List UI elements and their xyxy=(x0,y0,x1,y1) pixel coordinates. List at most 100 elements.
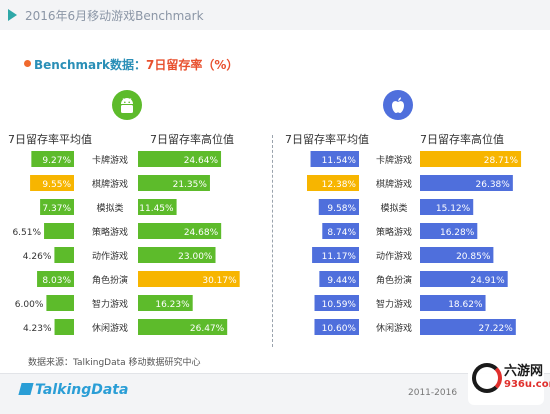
ios-avg-bar xyxy=(314,319,359,335)
android-high-label: 24.64% xyxy=(184,156,219,166)
play-arrow-icon xyxy=(8,9,17,21)
android-icon xyxy=(112,90,142,120)
ios-high-label: 24.91% xyxy=(470,276,505,286)
android-high-bar xyxy=(138,271,240,287)
page-title: 2016年6月移动游戏Benchmark xyxy=(25,9,204,23)
ios-avg-label: 10.60% xyxy=(322,324,357,334)
android-category-label: 卡牌游戏 xyxy=(92,154,128,166)
ios-avg-bar xyxy=(314,295,359,311)
ios-high-bar xyxy=(420,319,516,335)
android-avg-bar xyxy=(54,247,74,263)
android-high-bar xyxy=(138,247,216,263)
ios-high-bar xyxy=(420,199,474,215)
ios-category-label: 休闲游戏 xyxy=(376,322,412,334)
android-avg-bar xyxy=(30,175,74,191)
android-avg-label: 9.27% xyxy=(42,156,71,166)
android-avg-bar xyxy=(31,151,74,167)
talkingdata-logo: TalkingData xyxy=(18,382,129,398)
ios-avg-bar xyxy=(319,271,359,287)
android-category-label: 角色扮演 xyxy=(92,274,128,286)
ios-avg-bar xyxy=(312,247,359,263)
android-category-label: 智力游戏 xyxy=(92,298,128,310)
ios-high-label: 20.85% xyxy=(456,252,491,262)
ios-avg-bar xyxy=(307,175,359,191)
android-avg-bar xyxy=(37,271,74,287)
footer-years: 2011-2016 xyxy=(408,388,458,398)
android-high-bar xyxy=(138,151,222,167)
android-avg-label: 4.23% xyxy=(23,324,52,334)
ios-category-label: 智力游戏 xyxy=(376,298,412,310)
ios-category-label: 角色扮演 xyxy=(376,274,412,286)
android-high-label: 30.17% xyxy=(202,276,237,286)
ios-high-label: 27.22% xyxy=(478,324,513,334)
ios-high-bar xyxy=(420,295,486,311)
ios-category-label: 棋牌游戏 xyxy=(376,178,412,190)
android-category-label: 休闲游戏 xyxy=(92,322,128,334)
site-watermark: 六游网 936u.com xyxy=(468,357,550,405)
ios-high-header: 7日留存率高位值 xyxy=(420,133,504,146)
ios-high-bar xyxy=(420,223,478,239)
ios-high-label: 15.12% xyxy=(436,204,471,214)
android-avg-header: 7日留存率平均值 xyxy=(8,133,92,146)
watermark-url: 936u.com xyxy=(504,379,550,390)
android-avg-bar xyxy=(46,295,74,311)
chart-subtitle: Benchmark数据：7日留存率（%） xyxy=(34,56,238,73)
android-avg-label: 7.37% xyxy=(42,204,71,214)
android-high-bar xyxy=(138,223,222,239)
header-bar: 2016年6月移动游戏Benchmark xyxy=(0,0,550,30)
android-high-label: 11.45% xyxy=(139,204,174,214)
ios-high-bar xyxy=(420,151,522,167)
ios-category-label: 模拟类 xyxy=(380,202,407,214)
android-high-bar xyxy=(138,295,193,311)
android-high-label: 16.23% xyxy=(155,300,190,310)
logo-text: TalkingData xyxy=(35,382,129,398)
android-avg-label: 8.03% xyxy=(42,276,71,286)
android-avg-bar xyxy=(44,223,74,239)
android-high-bar xyxy=(138,175,210,191)
android-category-label: 模拟类 xyxy=(96,202,123,214)
ios-high-bar xyxy=(420,271,508,287)
ios-high-label: 28.71% xyxy=(484,156,519,166)
android-high-label: 23.00% xyxy=(178,252,213,262)
bullet-dot-icon xyxy=(24,60,31,67)
subtitle-prefix: Benchmark数据： xyxy=(34,58,146,72)
ios-avg-bar xyxy=(322,223,359,239)
android-high-bar xyxy=(138,319,228,335)
ios-high-bar xyxy=(420,175,513,191)
android-high-label: 21.35% xyxy=(173,180,208,190)
ios-avg-bar xyxy=(318,199,359,215)
android-category-label: 动作游戏 xyxy=(92,250,128,262)
apple-icon xyxy=(383,90,413,120)
ios-avg-header: 7日留存率平均值 xyxy=(285,133,369,146)
android-avg-label: 9.55% xyxy=(42,180,71,190)
ios-high-label: 16.28% xyxy=(440,228,475,238)
android-high-header: 7日留存率高位值 xyxy=(150,133,234,146)
panel-divider xyxy=(272,135,273,347)
ios-avg-label: 12.38% xyxy=(322,180,357,190)
ios-avg-label: 9.58% xyxy=(327,204,356,214)
android-avg-bar xyxy=(40,199,74,215)
watermark-name: 六游网 xyxy=(504,364,544,379)
ios-category-label: 策略游戏 xyxy=(376,226,412,238)
ios-high-label: 18.62% xyxy=(448,300,483,310)
ios-avg-label: 8.74% xyxy=(327,228,356,238)
watermark-swirl-icon xyxy=(472,363,502,393)
footer-bar: TalkingData 2011-2016 xyxy=(0,373,550,414)
android-category-label: 棋牌游戏 xyxy=(92,178,128,190)
android-avg-label: 4.26% xyxy=(23,252,52,262)
ios-avg-bar xyxy=(310,151,359,167)
android-high-bar xyxy=(138,199,177,215)
ios-avg-label: 10.59% xyxy=(322,300,357,310)
ios-high-bar xyxy=(420,247,494,263)
android-avg-bar xyxy=(54,319,74,335)
ios-avg-label: 11.54% xyxy=(322,156,357,166)
android-avg-label: 6.51% xyxy=(12,228,41,238)
logo-mark-icon xyxy=(18,383,34,395)
ios-avg-label: 11.17% xyxy=(322,252,357,262)
android-category-label: 策略游戏 xyxy=(92,226,128,238)
ios-high-label: 26.38% xyxy=(476,180,511,190)
data-source-note: 数据来源：TalkingData 移动数据研究中心 xyxy=(28,358,201,368)
ios-category-label: 卡牌游戏 xyxy=(376,154,412,166)
android-avg-label: 6.00% xyxy=(15,300,44,310)
android-high-label: 26.47% xyxy=(190,324,225,334)
